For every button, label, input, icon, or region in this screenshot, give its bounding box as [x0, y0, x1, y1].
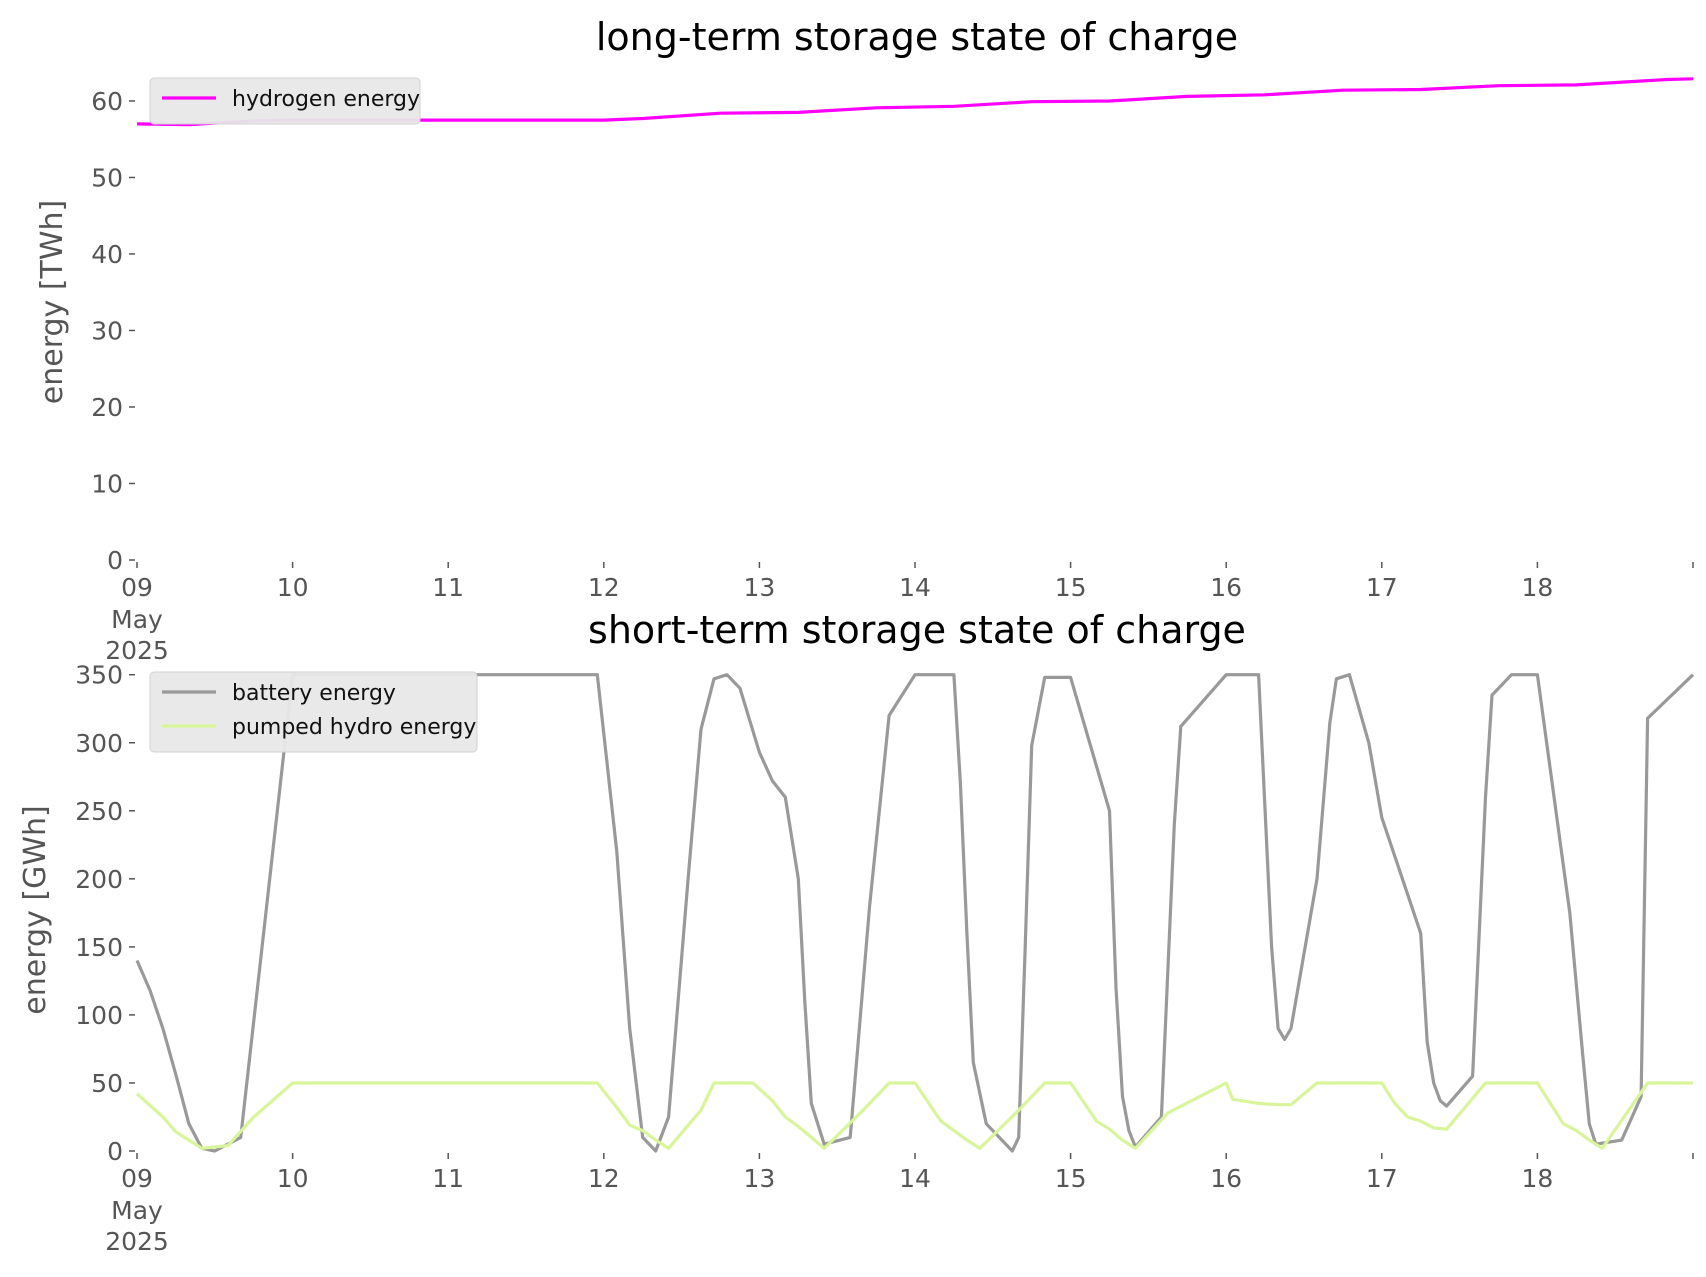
legend-entry: battery energy [232, 681, 396, 706]
x-tick-label: 16 [1210, 573, 1242, 602]
x-tick-label: 11 [432, 1164, 464, 1193]
y-ticks-short-term: 0 50 100 150 200 250 300 350 [75, 661, 135, 1166]
y-tick-label: 10 [91, 469, 123, 498]
y-tick-label: 50 [91, 1069, 123, 1098]
chart-title-long-term: long-term storage state of charge [596, 15, 1238, 59]
legend-entry: pumped hydro energy [232, 715, 476, 740]
x-tick-label: 10 [277, 573, 309, 602]
x-tick-sublabel: May [111, 1196, 163, 1225]
x-tick-sublabel: 2025 [105, 1227, 169, 1256]
y-axis-label-long-term: energy [TWh] [35, 200, 70, 404]
x-tick-label: 13 [743, 1164, 775, 1193]
x-tick-label: 14 [899, 573, 931, 602]
y-tick-label: 0 [107, 1137, 123, 1166]
y-tick-label: 200 [75, 865, 123, 894]
y-tick-label: 20 [91, 393, 123, 422]
x-tick-label: 15 [1055, 1164, 1087, 1193]
x-tick-label: 11 [432, 573, 464, 602]
x-tick-label: 13 [743, 573, 775, 602]
x-tick-label: 10 [277, 1164, 309, 1193]
y-tick-label: 100 [75, 1001, 123, 1030]
x-tick-label: 18 [1521, 573, 1553, 602]
y-tick-label: 300 [75, 729, 123, 758]
y-tick-label: 30 [91, 316, 123, 345]
y-tick-label: 0 [107, 546, 123, 575]
y-tick-label: 40 [91, 240, 123, 269]
legend-entry: hydrogen energy [232, 87, 420, 112]
long-term-chart: long-term storage state of charge energy… [35, 15, 1694, 665]
series-lines-short-term [135, 673, 1695, 1153]
x-tick-label: 14 [899, 1164, 931, 1193]
short-term-chart: short-term storage state of charge energ… [18, 608, 1695, 1256]
series-line-battery-energy [135, 673, 1695, 1153]
x-tick-label: 15 [1055, 573, 1087, 602]
y-tick-label: 150 [75, 933, 123, 962]
legend-short-term: battery energy pumped hydro energy [149, 671, 478, 753]
legend-box [149, 77, 421, 125]
x-tick-label: 16 [1210, 1164, 1242, 1193]
x-tick-sublabel: May [111, 605, 163, 634]
x-tick-label: 17 [1366, 1164, 1398, 1193]
legend-box [149, 671, 478, 753]
y-tick-label: 350 [75, 661, 123, 690]
x-tick-label: 09 [121, 573, 153, 602]
x-tick-label: 12 [588, 1164, 620, 1193]
y-tick-label: 250 [75, 797, 123, 826]
y-tick-label: 60 [91, 87, 123, 116]
legend-long-term: hydrogen energy [149, 77, 421, 125]
x-tick-label: 09 [121, 1164, 153, 1193]
y-ticks-long-term: 0 10 20 30 40 50 60 [91, 87, 135, 575]
x-tick-label: 18 [1521, 1164, 1553, 1193]
x-tick-label: 17 [1366, 573, 1398, 602]
y-tick-label: 50 [91, 163, 123, 192]
chart-title-short-term: short-term storage state of charge [588, 608, 1246, 652]
x-tick-label: 12 [588, 573, 620, 602]
series-line-pumped-hydro-energy [135, 1081, 1693, 1150]
x-tick-sublabel: 2025 [105, 636, 169, 665]
y-axis-label-short-term: energy [GWh] [18, 805, 53, 1014]
